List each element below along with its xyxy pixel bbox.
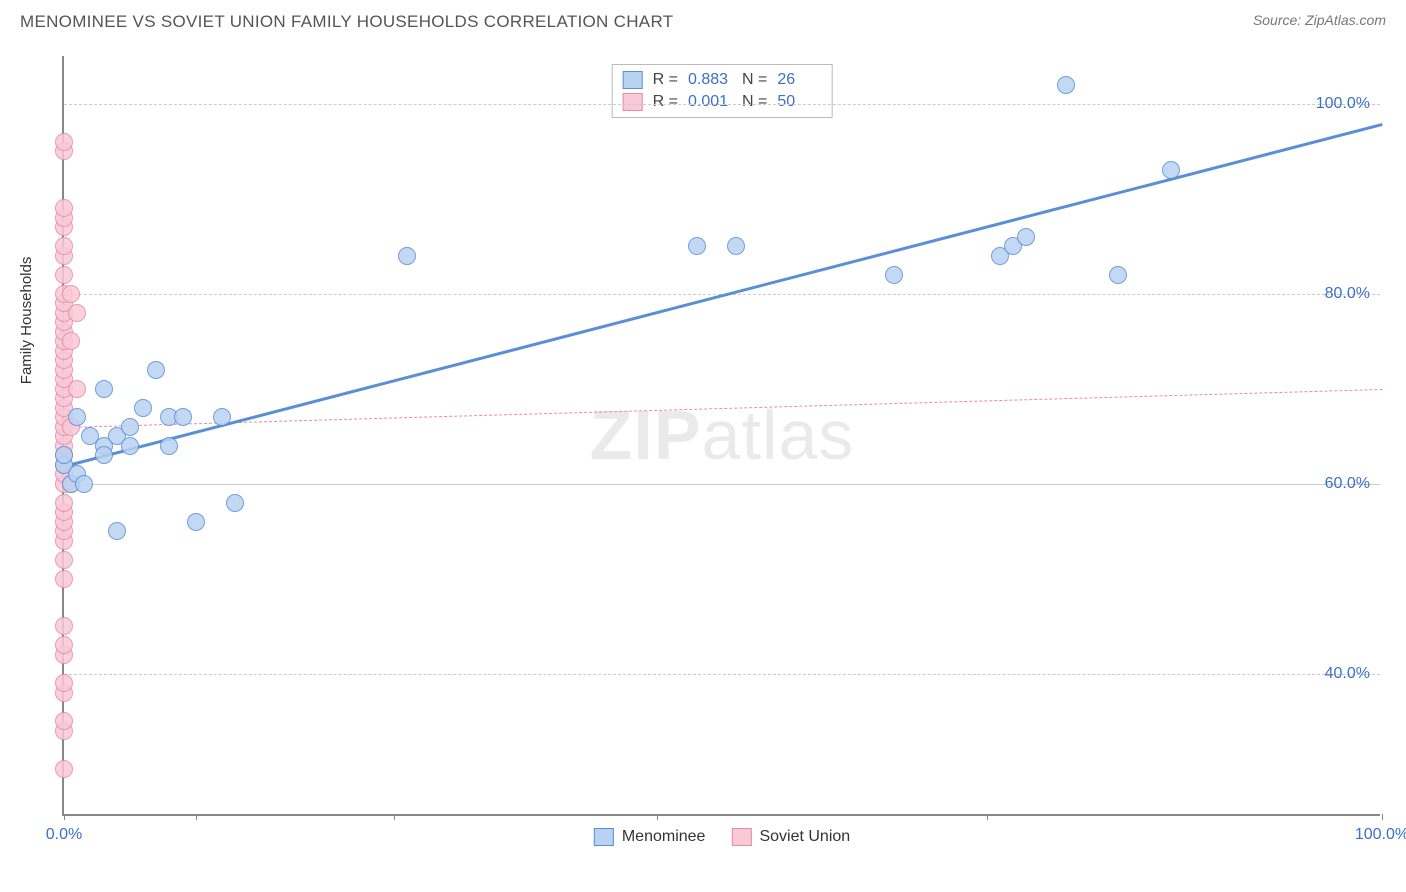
data-point-menominee: [121, 437, 139, 455]
n-value: 26: [777, 71, 821, 89]
data-point-menominee: [1017, 228, 1035, 246]
x-tick: [64, 814, 65, 820]
r-label: R =: [653, 93, 678, 111]
data-point-menominee: [160, 437, 178, 455]
legend-label: Soviet Union: [759, 828, 850, 846]
data-point-soviet: [55, 712, 73, 730]
swatch-soviet: [623, 93, 643, 111]
gridline-h: [64, 674, 1380, 675]
data-point-menominee: [55, 446, 73, 464]
data-point-menominee: [1162, 161, 1180, 179]
data-point-soviet: [68, 304, 86, 322]
data-point-menominee: [108, 522, 126, 540]
data-point-soviet: [55, 133, 73, 151]
data-point-menominee: [121, 418, 139, 436]
data-point-soviet: [62, 285, 80, 303]
data-point-menominee: [95, 446, 113, 464]
data-point-menominee: [187, 513, 205, 531]
data-point-soviet: [55, 237, 73, 255]
source-name: ZipAtlas.com: [1305, 12, 1386, 28]
x-tick-label: 100.0%: [1355, 826, 1406, 844]
source-attribution: Source: ZipAtlas.com: [1253, 12, 1386, 28]
data-point-soviet: [55, 199, 73, 217]
chart-title: MENOMINEE VS SOVIET UNION FAMILY HOUSEHO…: [20, 12, 673, 32]
legend: Menominee Soviet Union: [594, 828, 850, 846]
data-point-soviet: [55, 551, 73, 569]
data-point-soviet: [55, 266, 73, 284]
swatch-soviet: [731, 828, 751, 846]
chart-container: Family Households ZIPatlas R = 0.883 N =…: [20, 48, 1392, 848]
data-point-soviet: [55, 760, 73, 778]
data-point-menominee: [398, 247, 416, 265]
x-tick: [987, 814, 988, 820]
source-label: Source:: [1253, 12, 1301, 28]
data-point-soviet: [55, 494, 73, 512]
x-tick: [196, 814, 197, 820]
y-tick-label: 100.0%: [1316, 95, 1370, 113]
swatch-menominee: [594, 828, 614, 846]
legend-item-soviet: Soviet Union: [731, 828, 850, 846]
data-point-soviet: [55, 674, 73, 692]
x-tick-label: 0.0%: [46, 826, 82, 844]
y-tick-label: 60.0%: [1325, 475, 1370, 493]
data-point-menominee: [213, 408, 231, 426]
data-point-menominee: [1057, 76, 1075, 94]
n-value: 50: [777, 93, 821, 111]
x-tick: [394, 814, 395, 820]
swatch-menominee: [623, 71, 643, 89]
n-label: N =: [742, 71, 767, 89]
r-label: R =: [653, 71, 678, 89]
legend-label: Menominee: [622, 828, 706, 846]
trend-line-soviet: [64, 389, 1382, 428]
data-point-menominee: [134, 399, 152, 417]
data-point-menominee: [1109, 266, 1127, 284]
data-point-menominee: [727, 237, 745, 255]
data-point-menominee: [68, 408, 86, 426]
data-point-soviet: [55, 636, 73, 654]
stat-row-soviet: R = 0.001 N = 50: [619, 91, 826, 113]
x-tick: [1382, 814, 1383, 820]
data-point-menominee: [75, 475, 93, 493]
n-label: N =: [742, 93, 767, 111]
plot-area: ZIPatlas R = 0.883 N = 26 R = 0.001 N = …: [62, 56, 1380, 816]
gridline-h: [64, 104, 1380, 105]
legend-item-menominee: Menominee: [594, 828, 706, 846]
data-point-menominee: [885, 266, 903, 284]
data-point-soviet: [68, 380, 86, 398]
data-point-menominee: [95, 380, 113, 398]
r-value: 0.883: [688, 71, 732, 89]
y-tick-label: 80.0%: [1325, 285, 1370, 303]
data-point-soviet: [55, 617, 73, 635]
stat-row-menominee: R = 0.883 N = 26: [619, 69, 826, 91]
correlation-stats-box: R = 0.883 N = 26 R = 0.001 N = 50: [612, 64, 833, 118]
data-point-soviet: [62, 332, 80, 350]
trend-line-menominee: [64, 123, 1383, 468]
y-axis-label: Family Households: [18, 257, 35, 385]
data-point-menominee: [174, 408, 192, 426]
watermark-bold: ZIP: [590, 396, 702, 474]
gridline-h: [64, 484, 1380, 485]
data-point-menominee: [688, 237, 706, 255]
data-point-menominee: [147, 361, 165, 379]
data-point-soviet: [55, 570, 73, 588]
x-tick: [657, 814, 658, 820]
y-tick-label: 40.0%: [1325, 665, 1370, 683]
r-value: 0.001: [688, 93, 732, 111]
data-point-menominee: [226, 494, 244, 512]
